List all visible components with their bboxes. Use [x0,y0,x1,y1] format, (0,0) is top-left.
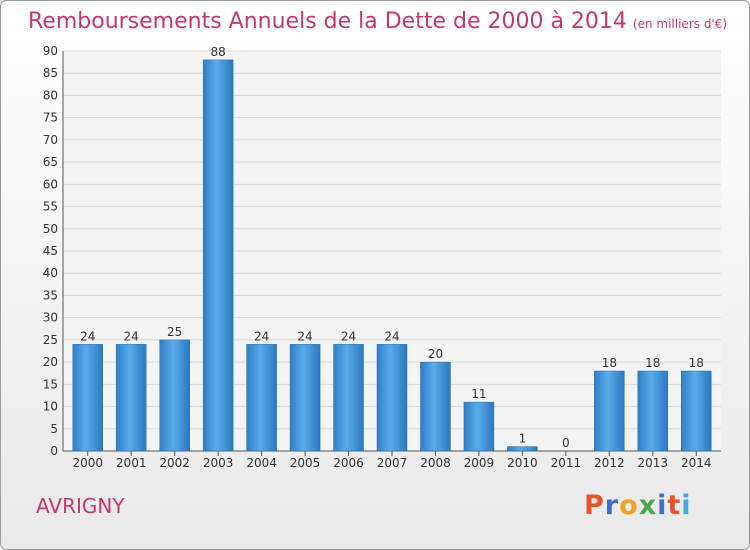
x-tick-label: 2011 [551,456,582,470]
data-label: 18 [602,356,617,370]
x-tick-label: 2014 [681,456,712,470]
y-tick-label: 50 [43,222,58,236]
chart-title-text: Remboursements Annuels de la Dette de 20… [28,9,627,34]
data-label: 24 [124,329,139,343]
data-label: 24 [80,329,95,343]
bar [115,344,147,452]
y-tick-label: 10 [43,400,58,414]
bar-chart: 0510152025303540455055606570758085902420… [43,44,721,470]
x-tick-label: 2010 [507,456,538,470]
x-tick-label: 2005 [290,456,321,470]
y-tick-label: 30 [43,311,58,325]
bar [420,361,451,452]
y-tick-label: 15 [43,377,58,391]
data-label: 11 [471,387,486,401]
logo-letter: o [619,490,639,521]
x-tick-label: 2009 [464,456,495,470]
logo-letter: t [667,490,682,521]
bar [463,401,495,452]
commune-name: AVRIGNY [36,494,125,518]
data-label: 24 [297,329,312,343]
bar [202,59,234,452]
data-label: 1 [519,432,527,446]
data-label: 24 [341,329,356,343]
logo-letter: i [657,490,668,521]
x-tick-label: 2008 [420,456,451,470]
bar [507,446,538,452]
data-label: 88 [210,45,225,59]
y-tick-label: 5 [50,422,58,436]
x-tick-label: 2007 [377,456,408,470]
data-label: 25 [167,325,182,339]
y-tick-label: 45 [43,244,58,258]
logo-letter: i [681,490,692,521]
proxiti-logo: Proxiti [584,490,692,521]
x-tick-label: 2002 [159,456,190,470]
y-tick-label: 90 [43,44,58,58]
x-tick-label: 2004 [246,456,277,470]
bar [289,344,321,452]
y-tick-label: 25 [43,333,58,347]
data-label: 20 [428,347,443,361]
data-label: 0 [562,436,570,450]
logo-letter: P [584,490,605,521]
x-tick-label: 2013 [638,456,669,470]
data-label: 18 [645,356,660,370]
y-tick-label: 55 [43,200,58,214]
y-tick-label: 65 [43,155,58,169]
data-label: 24 [254,329,269,343]
y-tick-label: 85 [43,66,58,80]
logo-letter: x [638,490,658,521]
bar [376,344,408,452]
data-label: 18 [689,356,704,370]
x-tick-label: 2012 [594,456,625,470]
bar [681,370,712,452]
y-tick-label: 75 [43,111,58,125]
data-label: 24 [384,329,399,343]
x-tick-label: 2003 [203,456,234,470]
x-tick-label: 2001 [116,456,147,470]
y-tick-label: 20 [43,355,58,369]
bar [333,344,364,452]
y-tick-label: 0 [50,444,58,458]
bar [637,370,669,452]
y-tick-label: 80 [43,88,58,102]
x-tick-label: 2000 [72,456,103,470]
chart-title: Remboursements Annuels de la Dette de 20… [28,9,727,34]
y-tick-label: 60 [43,177,58,191]
y-tick-label: 35 [43,288,58,302]
chart-subtitle: (en milliers d'€) [632,17,728,31]
x-tick-label: 2006 [333,456,364,470]
bar [72,344,103,452]
bar [159,339,190,452]
y-tick-label: 70 [43,133,58,147]
bar [246,344,277,452]
bar [594,370,625,452]
y-tick-label: 40 [43,266,58,280]
logo-letter: r [604,490,620,521]
